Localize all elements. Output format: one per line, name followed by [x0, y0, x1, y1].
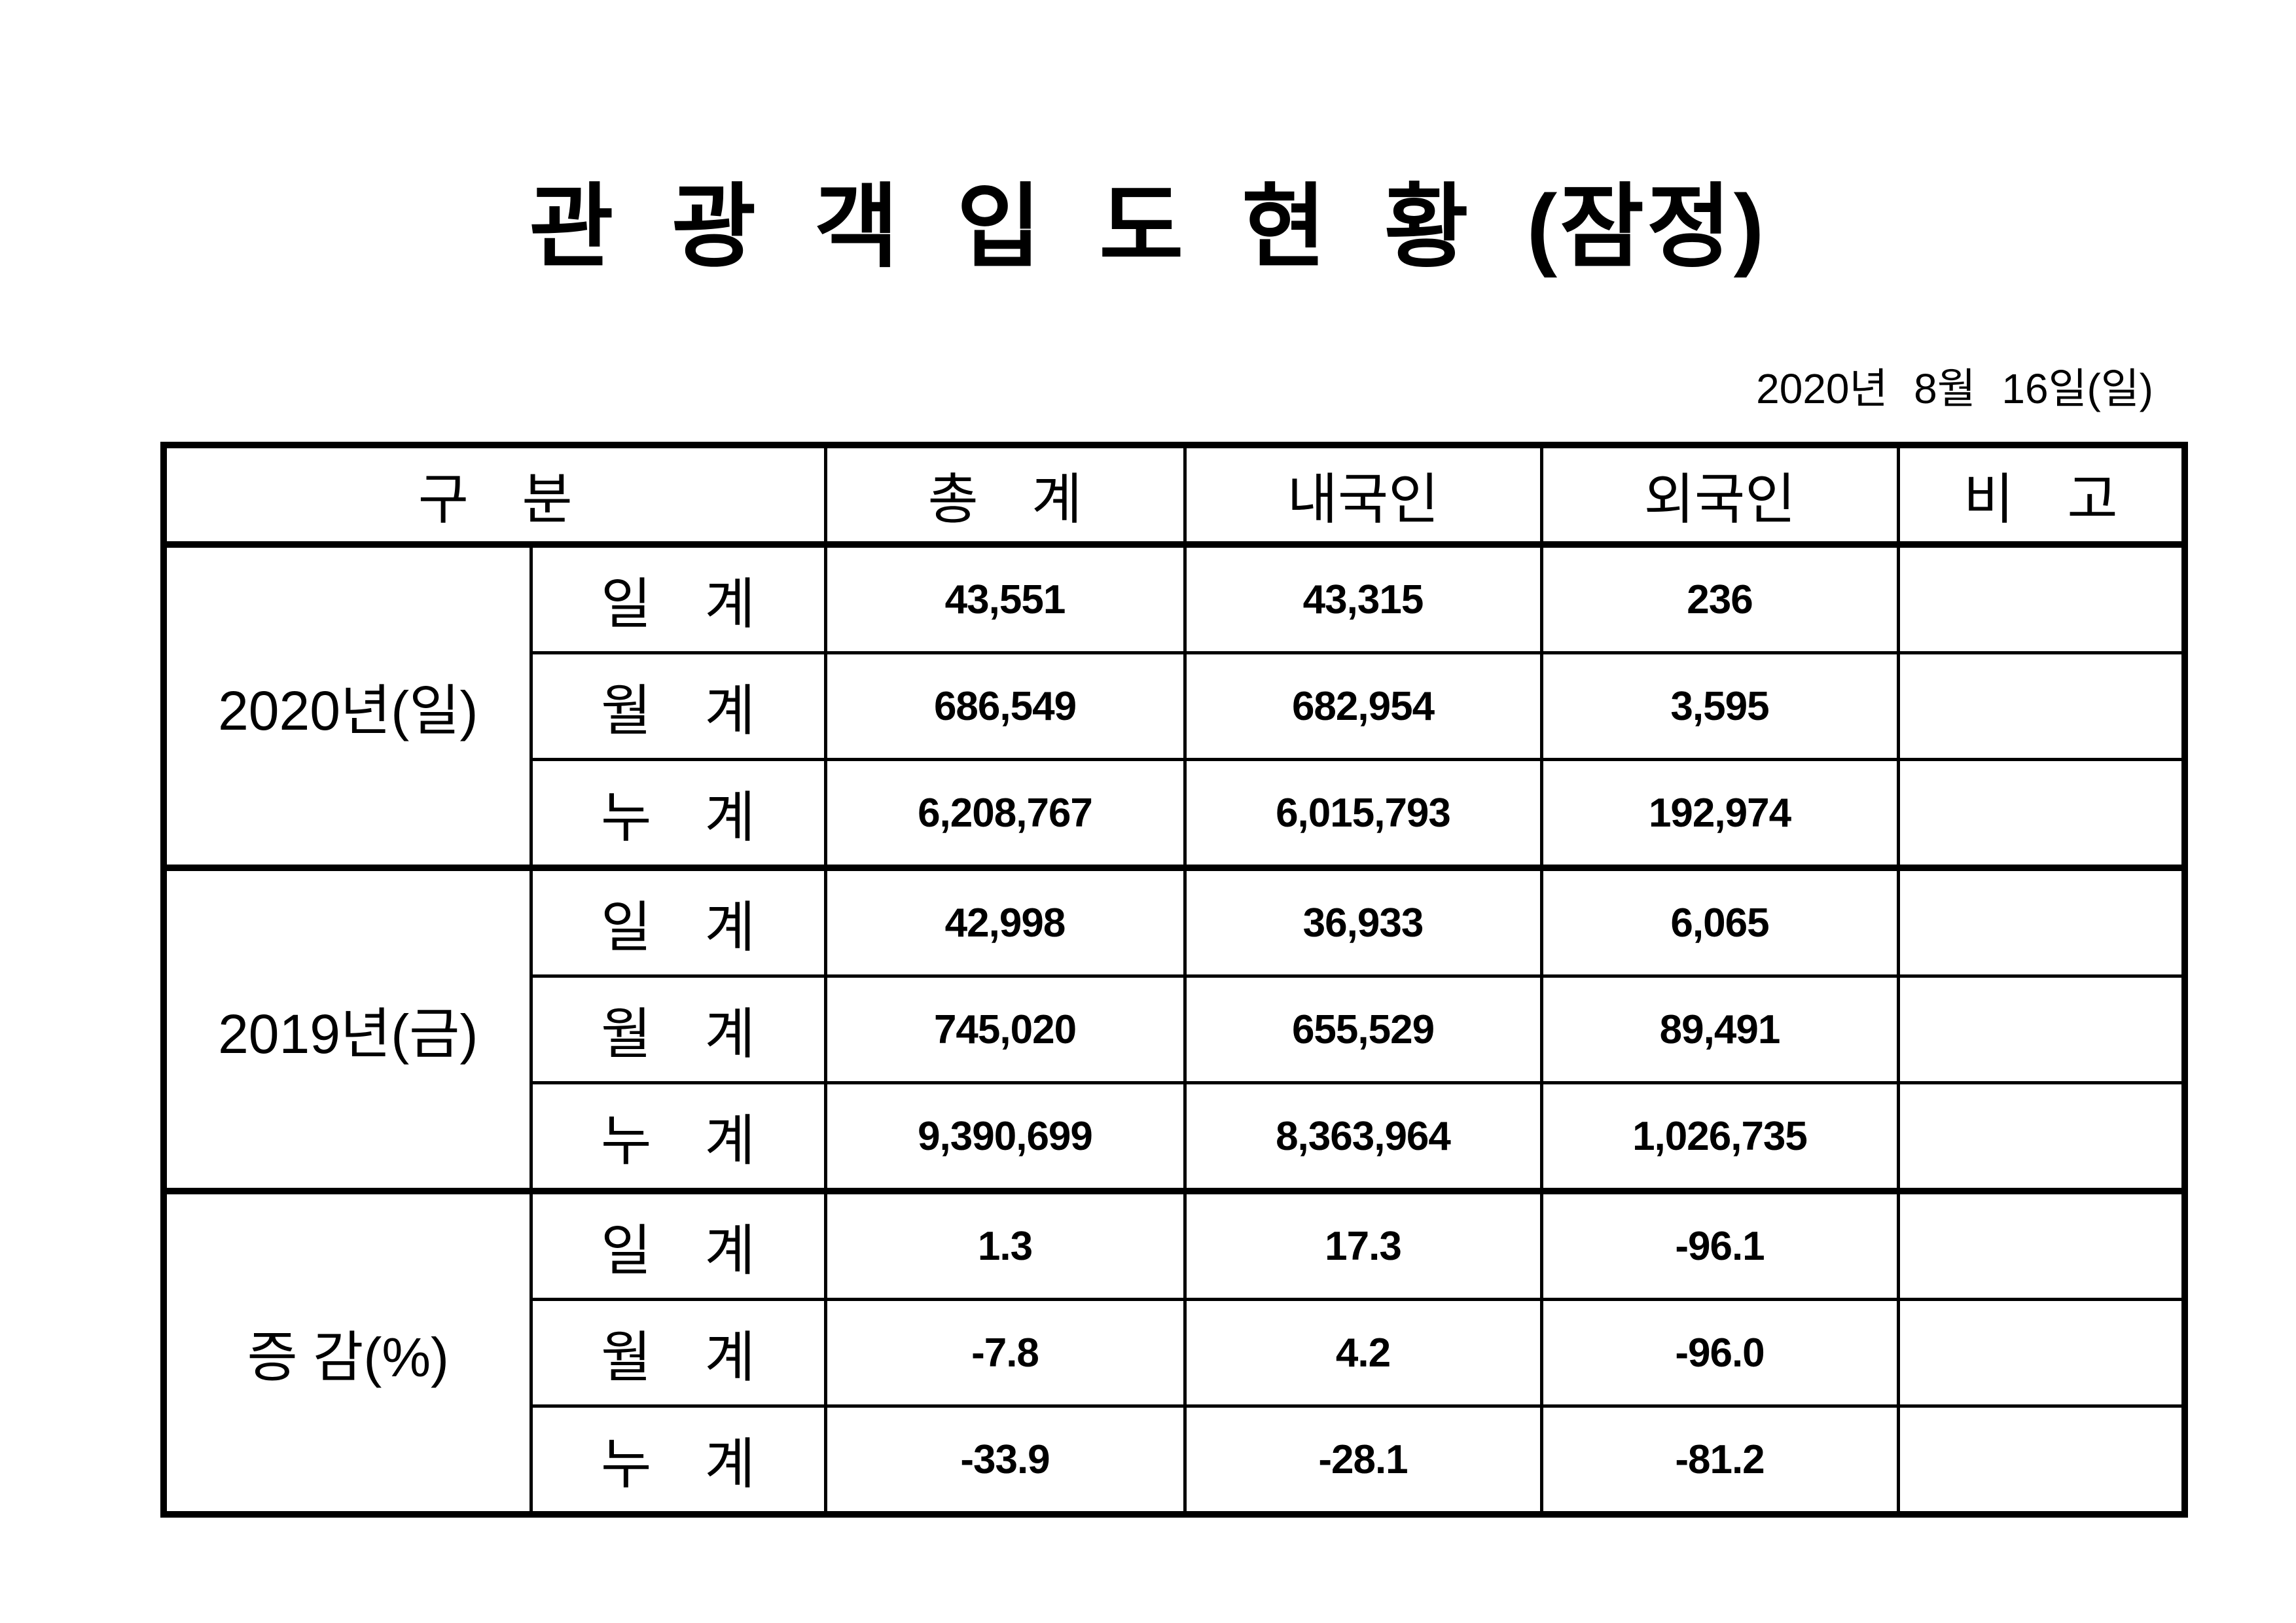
table-row: 월 계 745,020 655,529 89,491	[164, 974, 2187, 1084]
value-foreign: 3,595	[1539, 651, 1900, 761]
date-label: 2020년 8월 16일(일)	[1756, 365, 2153, 412]
header-total: 총 계	[823, 443, 1187, 548]
table-row: 2019년(금) 일 계 42,998 36,933 6,065	[162, 865, 2187, 1193]
note-cell	[1896, 541, 2187, 654]
value-total: 6,208,767	[823, 758, 1187, 870]
value-total: 1.3	[823, 1188, 1187, 1301]
period-label: 월 계	[529, 651, 827, 761]
table-row: 누 계 9,390,699 8,363,964 1,026,735	[164, 1081, 2187, 1193]
value-foreign: -96.0	[1539, 1298, 1900, 1408]
period-label: 누 계	[529, 758, 827, 870]
table-row: 증 감(%) 일 계 1.3 17.3 -96.1	[162, 1188, 2187, 1516]
value-domestic: 17.3	[1183, 1188, 1543, 1301]
table-header-row: 구 분 총 계 내국인 외국인 비 고	[162, 443, 2187, 548]
note-cell	[1896, 1188, 2187, 1301]
note-cell	[1896, 1298, 2187, 1408]
period-label: 월 계	[529, 1298, 827, 1408]
note-cell	[1896, 758, 2187, 870]
value-foreign: 236	[1539, 541, 1900, 654]
value-domestic: -28.1	[1183, 1404, 1543, 1516]
value-foreign: 192,974	[1539, 758, 1900, 870]
value-domestic: 6,015,793	[1183, 758, 1543, 870]
header-category: 구 분	[162, 443, 827, 548]
period-label: 일 계	[529, 541, 827, 654]
period-label: 월 계	[529, 974, 827, 1084]
header-note: 비 고	[1896, 443, 2187, 548]
header-domestic: 내국인	[1183, 443, 1543, 548]
value-foreign: 89,491	[1539, 974, 1900, 1084]
change-percent-label: 증 감(%)	[162, 1188, 533, 1516]
value-total: 43,551	[823, 541, 1187, 654]
note-cell	[1896, 651, 2187, 761]
table-row: 2020년(일) 일 계 43,551 43,315 236	[162, 541, 2187, 870]
value-total: 9,390,699	[823, 1081, 1187, 1193]
note-cell	[1896, 1404, 2187, 1516]
value-domestic: 8,363,964	[1183, 1081, 1543, 1193]
value-total: -33.9	[823, 1404, 1187, 1516]
year-label-2020: 2020년(일)	[162, 541, 533, 870]
value-foreign: 1,026,735	[1539, 1081, 1900, 1193]
period-label: 누 계	[529, 1081, 827, 1193]
value-total: 745,020	[823, 974, 1187, 1084]
table-row: 누 계 -33.9 -28.1 -81.2	[164, 1404, 2187, 1516]
table-row: 누 계 6,208,767 6,015,793 192,974	[164, 758, 2187, 870]
value-domestic: 43,315	[1183, 541, 1543, 654]
page-title: 관 광 객 입 도 현 황 (잠정)	[529, 175, 1767, 278]
value-domestic: 36,933	[1183, 865, 1543, 978]
note-cell	[1896, 974, 2187, 1084]
value-domestic: 4.2	[1183, 1298, 1543, 1408]
value-foreign: 6,065	[1539, 865, 1900, 978]
period-label: 일 계	[529, 1188, 827, 1301]
value-total: 686,549	[823, 651, 1187, 761]
period-label: 일 계	[529, 865, 827, 978]
note-cell	[1896, 865, 2187, 978]
value-foreign: -96.1	[1539, 1188, 1900, 1301]
year-label-2019: 2019년(금)	[162, 865, 533, 1193]
table-row: 월 계 -7.8 4.2 -96.0	[164, 1298, 2187, 1408]
value-domestic: 655,529	[1183, 974, 1543, 1084]
table-row: 월 계 686,549 682,954 3,595	[164, 651, 2187, 761]
header-foreign: 외국인	[1539, 443, 1900, 548]
tourist-arrivals-table: 구 분 총 계 내국인 외국인 비 고 2020년(일) 일 계 43,551 …	[160, 442, 2188, 1518]
note-cell	[1896, 1081, 2187, 1193]
value-foreign: -81.2	[1539, 1404, 1900, 1516]
value-total: -7.8	[823, 1298, 1187, 1408]
value-total: 42,998	[823, 865, 1187, 978]
period-label: 누 계	[529, 1404, 827, 1516]
value-domestic: 682,954	[1183, 651, 1543, 761]
